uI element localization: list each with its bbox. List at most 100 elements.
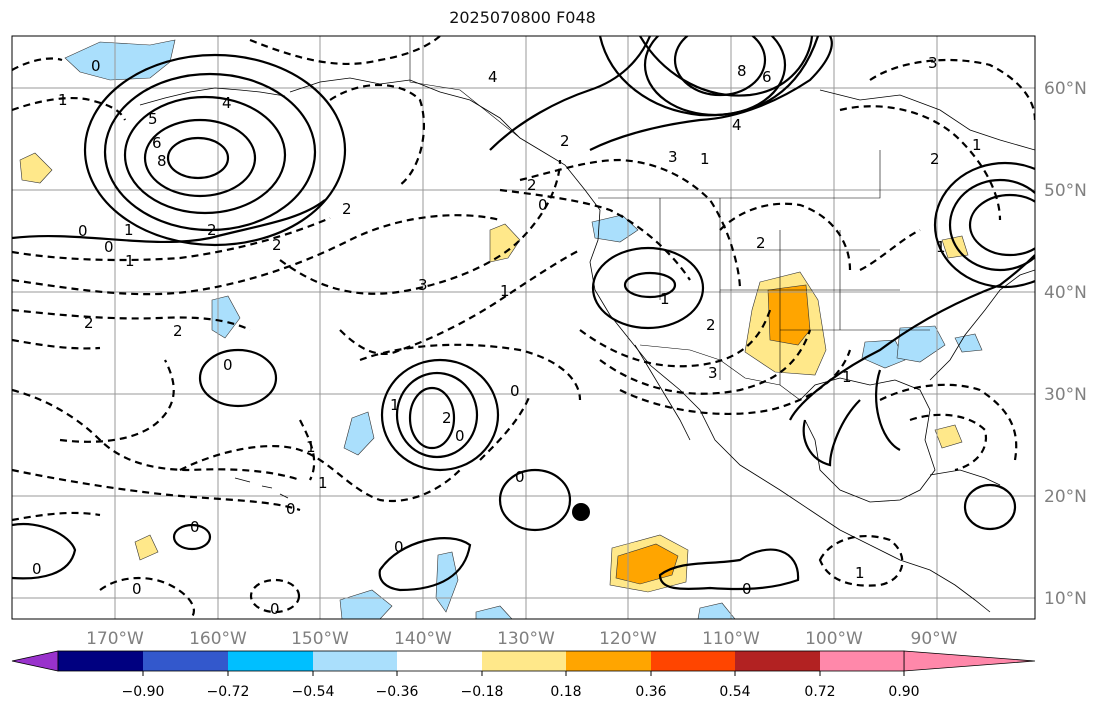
colorbar-under-arrow	[11, 650, 59, 672]
colorbar-tick-label: −0.36	[376, 684, 419, 700]
colorbar-outline	[57, 650, 905, 672]
colorbar-segment	[313, 651, 397, 671]
colorbar-tick-label: 0.90	[888, 684, 919, 700]
contour-negative	[179, 444, 461, 503]
central-america	[869, 544, 991, 613]
positive-anomaly-patch	[19, 152, 53, 184]
contour-negative	[879, 383, 1018, 461]
contour-positive	[166, 136, 230, 180]
contour-label: 8	[737, 62, 747, 80]
alaska-canada-border	[409, 36, 521, 139]
contour-label: 2	[84, 314, 94, 332]
contour-label: 6	[762, 68, 772, 86]
contour-label: 0	[78, 222, 88, 240]
contour-negative	[12, 216, 331, 262]
contour-label: 2	[442, 409, 452, 427]
lon-tick-label: 170°W	[86, 629, 144, 649]
positive-anomaly-patch	[489, 223, 521, 263]
contour-negative	[859, 229, 921, 271]
alaska-coast	[289, 77, 601, 211]
contour-label: 0	[190, 518, 200, 536]
contour-label: 5	[148, 110, 158, 128]
contour-negative	[479, 394, 532, 461]
lat-tick-label: 60°N	[1044, 79, 1087, 99]
contour-labels: 0 1 4 5 6 8 2 1 0 0 1 2 2 4 2 3 4 8 6 1 …	[32, 54, 982, 618]
solid-contours	[12, 36, 1035, 592]
lat-tick-label: 10°N	[1044, 589, 1087, 609]
contour-negative	[519, 158, 742, 291]
contour-label: 1	[58, 91, 68, 109]
colorbar-tick-label: −0.72	[207, 684, 250, 700]
contour-zero	[498, 468, 572, 532]
contour-label: 0	[510, 382, 520, 400]
contour-zero	[12, 199, 326, 244]
contour-zero	[198, 348, 278, 408]
negative-anomaly-patch	[697, 602, 736, 619]
hudson-bay-area	[819, 89, 1035, 151]
strong-positive-anomaly-patch	[767, 284, 811, 346]
contour-positive	[875, 369, 901, 451]
us-mexico-border	[639, 344, 801, 401]
contour-negative	[619, 349, 852, 415]
lon-tick-label: 150°W	[291, 629, 349, 649]
colorbar-tick-label: −0.90	[122, 684, 165, 700]
negative-anomaly-patch	[435, 551, 459, 613]
negative-anomaly-patch	[591, 214, 639, 243]
colorbar-segment	[482, 651, 566, 671]
contour-label: 0	[455, 427, 465, 445]
gridlines	[12, 36, 1035, 619]
contour-zero	[802, 399, 861, 467]
contour-zero	[963, 483, 1017, 531]
contour-negative	[249, 578, 301, 614]
contour-negative	[12, 388, 301, 482]
contour-positive	[83, 53, 347, 247]
negative-anomaly-patch	[954, 333, 983, 353]
dashed-contours	[12, 36, 1035, 619]
colorbar-segment	[820, 651, 904, 671]
lat-tick-label: 20°N	[1044, 487, 1087, 507]
contour-label: 0	[223, 356, 233, 374]
contour-negative	[299, 419, 316, 481]
contour-label: 3	[418, 276, 428, 294]
contour-zero	[378, 537, 472, 592]
colorbar-segment	[228, 651, 313, 671]
contour-label: 6	[152, 134, 162, 152]
contour-label: 2	[342, 200, 352, 218]
contour-label: 1	[936, 238, 946, 256]
contour-label: 0	[32, 560, 42, 578]
contour-negative	[579, 309, 772, 368]
contour-label: 0	[91, 57, 101, 75]
negative-anomaly-patch	[861, 339, 906, 369]
contour-positive	[639, 36, 814, 97]
contour-label: 1	[842, 368, 852, 386]
contour-label: 0	[270, 600, 280, 618]
contour-positive	[623, 271, 677, 299]
contour-negative	[329, 84, 425, 186]
colorbar: −0.90 −0.72 −0.54 −0.36 −0.18 0.18 0.36 …	[11, 650, 1036, 700]
lon-tick-label: 130°W	[497, 629, 555, 649]
contour-label: 2	[560, 132, 570, 150]
contour-label: 3	[708, 364, 718, 382]
lon-tick-label: 140°W	[394, 629, 452, 649]
positive-anomaly-patch	[934, 424, 963, 449]
colorbar-segment	[143, 651, 228, 671]
lon-tick-label: 120°W	[599, 629, 657, 649]
us-canada-border	[598, 150, 881, 199]
contour-positive	[143, 118, 257, 198]
contour-negative	[12, 468, 301, 512]
contour-label: 2	[756, 234, 766, 252]
contour-positive	[408, 386, 456, 450]
lat-tick-label: 30°N	[1044, 385, 1087, 405]
lon-tick-label: 90°W	[911, 629, 958, 649]
contour-label: 4	[732, 116, 742, 134]
positive-anomaly-patch	[134, 534, 159, 561]
colorbar-segment	[397, 651, 482, 671]
contour-label: 1	[500, 282, 510, 300]
contour-negative	[279, 159, 562, 295]
negative-anomaly-patch	[339, 589, 393, 619]
contour-positive	[123, 95, 287, 215]
colorbar-segment	[58, 651, 143, 671]
contour-label: 8	[157, 152, 167, 170]
contour-negative	[339, 249, 581, 355]
contour-negative	[359, 343, 582, 401]
